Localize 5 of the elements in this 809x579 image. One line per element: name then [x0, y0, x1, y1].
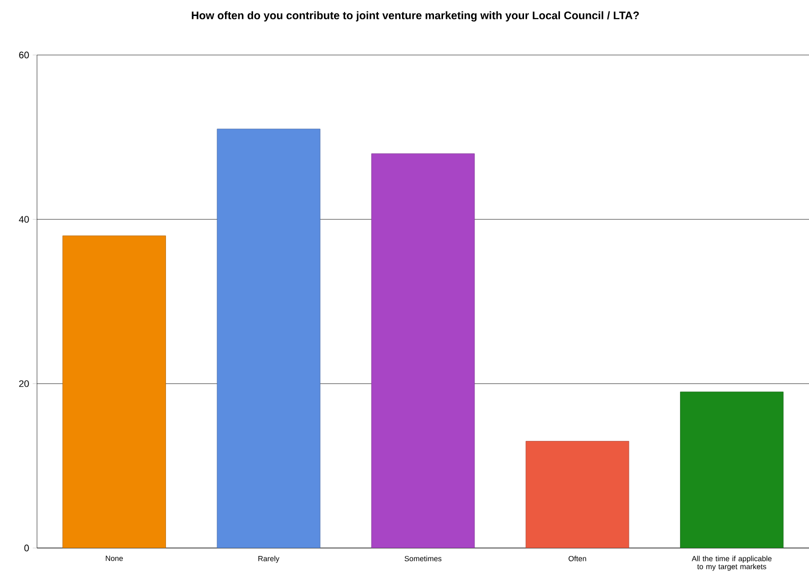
y-tick-label: 60	[19, 52, 29, 58]
y-tick-label: 0	[24, 544, 29, 552]
y-tick-label: 20	[19, 380, 29, 388]
chart-title: How often do you contribute to joint venture marketing with your Local Council / LTA?	[192, 11, 639, 22]
y-tick-label: 40	[18, 216, 29, 223]
